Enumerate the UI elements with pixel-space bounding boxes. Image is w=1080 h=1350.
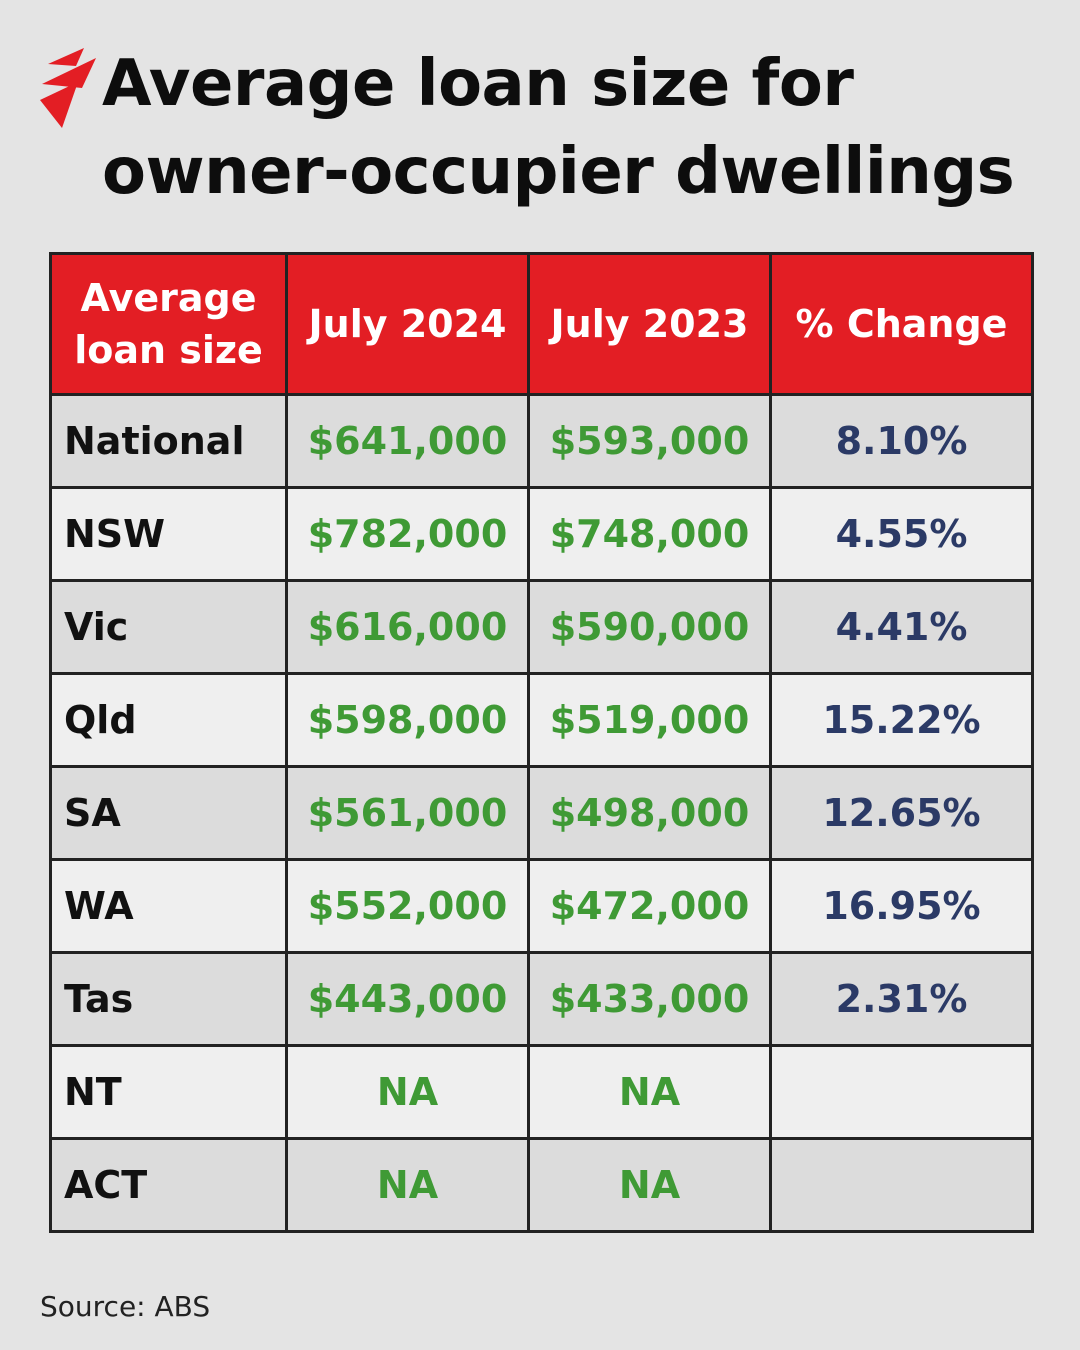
table-row: NSW $782,000 $748,000 4.55%: [49, 486, 1034, 582]
table-row: Qld $598,000 $519,000 15.22%: [49, 672, 1034, 768]
july-2024-cell: $561,000: [285, 765, 530, 861]
change-cell: [769, 1137, 1034, 1233]
title-line: Average loan size for: [102, 47, 854, 121]
region-cell: Vic: [49, 579, 288, 675]
july-2023-cell: $748,000: [527, 486, 772, 582]
july-2024-cell: $641,000: [285, 393, 530, 489]
july-2023-cell: $433,000: [527, 951, 772, 1047]
july-2024-cell: $443,000: [285, 951, 530, 1047]
loan-size-table: Average loan size July 2024 July 2023 % …: [49, 252, 1034, 1233]
table-row: Vic $616,000 $590,000 4.41%: [49, 579, 1034, 675]
region-cell: Tas: [49, 951, 288, 1047]
july-2023-cell: NA: [527, 1044, 772, 1140]
july-2024-cell: $616,000: [285, 579, 530, 675]
region-cell: National: [49, 393, 288, 489]
region-cell: Qld: [49, 672, 288, 768]
july-2023-cell: $519,000: [527, 672, 772, 768]
table-row: NT NA NA: [49, 1044, 1034, 1140]
july-2023-cell: $593,000: [527, 393, 772, 489]
july-2024-cell: $552,000: [285, 858, 530, 954]
page-title: Average loan size for owner-occupier dwe…: [102, 40, 1015, 216]
change-cell: 4.55%: [769, 486, 1034, 582]
july-2024-cell: $782,000: [285, 486, 530, 582]
july-2023-cell: $498,000: [527, 765, 772, 861]
july-2023-cell: $590,000: [527, 579, 772, 675]
table-row: ACT NA NA: [49, 1137, 1034, 1233]
change-cell: 16.95%: [769, 858, 1034, 954]
column-header: % Change: [769, 252, 1034, 396]
table-header-row: Average loan size July 2024 July 2023 % …: [49, 252, 1034, 396]
region-cell: NSW: [49, 486, 288, 582]
july-2024-cell: NA: [285, 1044, 530, 1140]
table-row: WA $552,000 $472,000 16.95%: [49, 858, 1034, 954]
source-note: Source: ABS: [40, 1290, 211, 1323]
table-row: Tas $443,000 $433,000 2.31%: [49, 951, 1034, 1047]
july-2024-cell: NA: [285, 1137, 530, 1233]
change-cell: [769, 1044, 1034, 1140]
region-cell: ACT: [49, 1137, 288, 1233]
column-header: Average loan size: [49, 252, 288, 396]
change-cell: 2.31%: [769, 951, 1034, 1047]
column-header: July 2023: [527, 252, 772, 396]
table-row: National $641,000 $593,000 8.10%: [49, 393, 1034, 489]
july-2024-cell: $598,000: [285, 672, 530, 768]
column-header: July 2024: [285, 252, 530, 396]
change-cell: 15.22%: [769, 672, 1034, 768]
table-row: SA $561,000 $498,000 12.65%: [49, 765, 1034, 861]
sbs-logo-icon: [40, 48, 96, 128]
region-cell: SA: [49, 765, 288, 861]
region-cell: WA: [49, 858, 288, 954]
july-2023-cell: $472,000: [527, 858, 772, 954]
region-cell: NT: [49, 1044, 288, 1140]
change-cell: 8.10%: [769, 393, 1034, 489]
change-cell: 4.41%: [769, 579, 1034, 675]
title-line: owner-occupier dwellings: [102, 135, 1015, 209]
change-cell: 12.65%: [769, 765, 1034, 861]
july-2023-cell: NA: [527, 1137, 772, 1233]
